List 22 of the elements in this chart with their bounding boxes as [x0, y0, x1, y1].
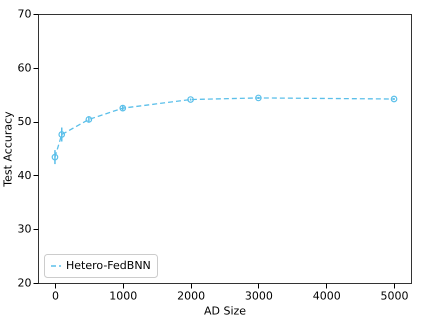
y-tick-label: 50: [18, 115, 32, 128]
point: [58, 131, 66, 138]
point: [187, 96, 194, 103]
y-tick-label: 40: [18, 168, 32, 182]
y-axis-title: Test Accuracy: [2, 110, 15, 188]
x-tick-label: 4000: [312, 290, 341, 302]
point: [86, 116, 92, 123]
x-tick-label: 5000: [380, 290, 409, 302]
x-axis-title: AD Size: [204, 304, 246, 318]
point: [119, 104, 126, 112]
point: [390, 96, 398, 102]
x-tick-label: 2000: [177, 290, 206, 302]
point: [52, 154, 58, 160]
y-tick-label: 30: [18, 222, 32, 236]
legend-label: Hetero-FedBNN: [66, 259, 151, 272]
y-tick-label: 20: [18, 276, 32, 290]
x-tick-label: 1000: [109, 290, 138, 302]
x-tick-label: 0: [52, 290, 59, 302]
x-tick-label: 3000: [244, 290, 273, 302]
y-tick-label: 60: [18, 61, 32, 74]
point: [255, 94, 262, 102]
y-tick-label: 70: [18, 8, 32, 20]
